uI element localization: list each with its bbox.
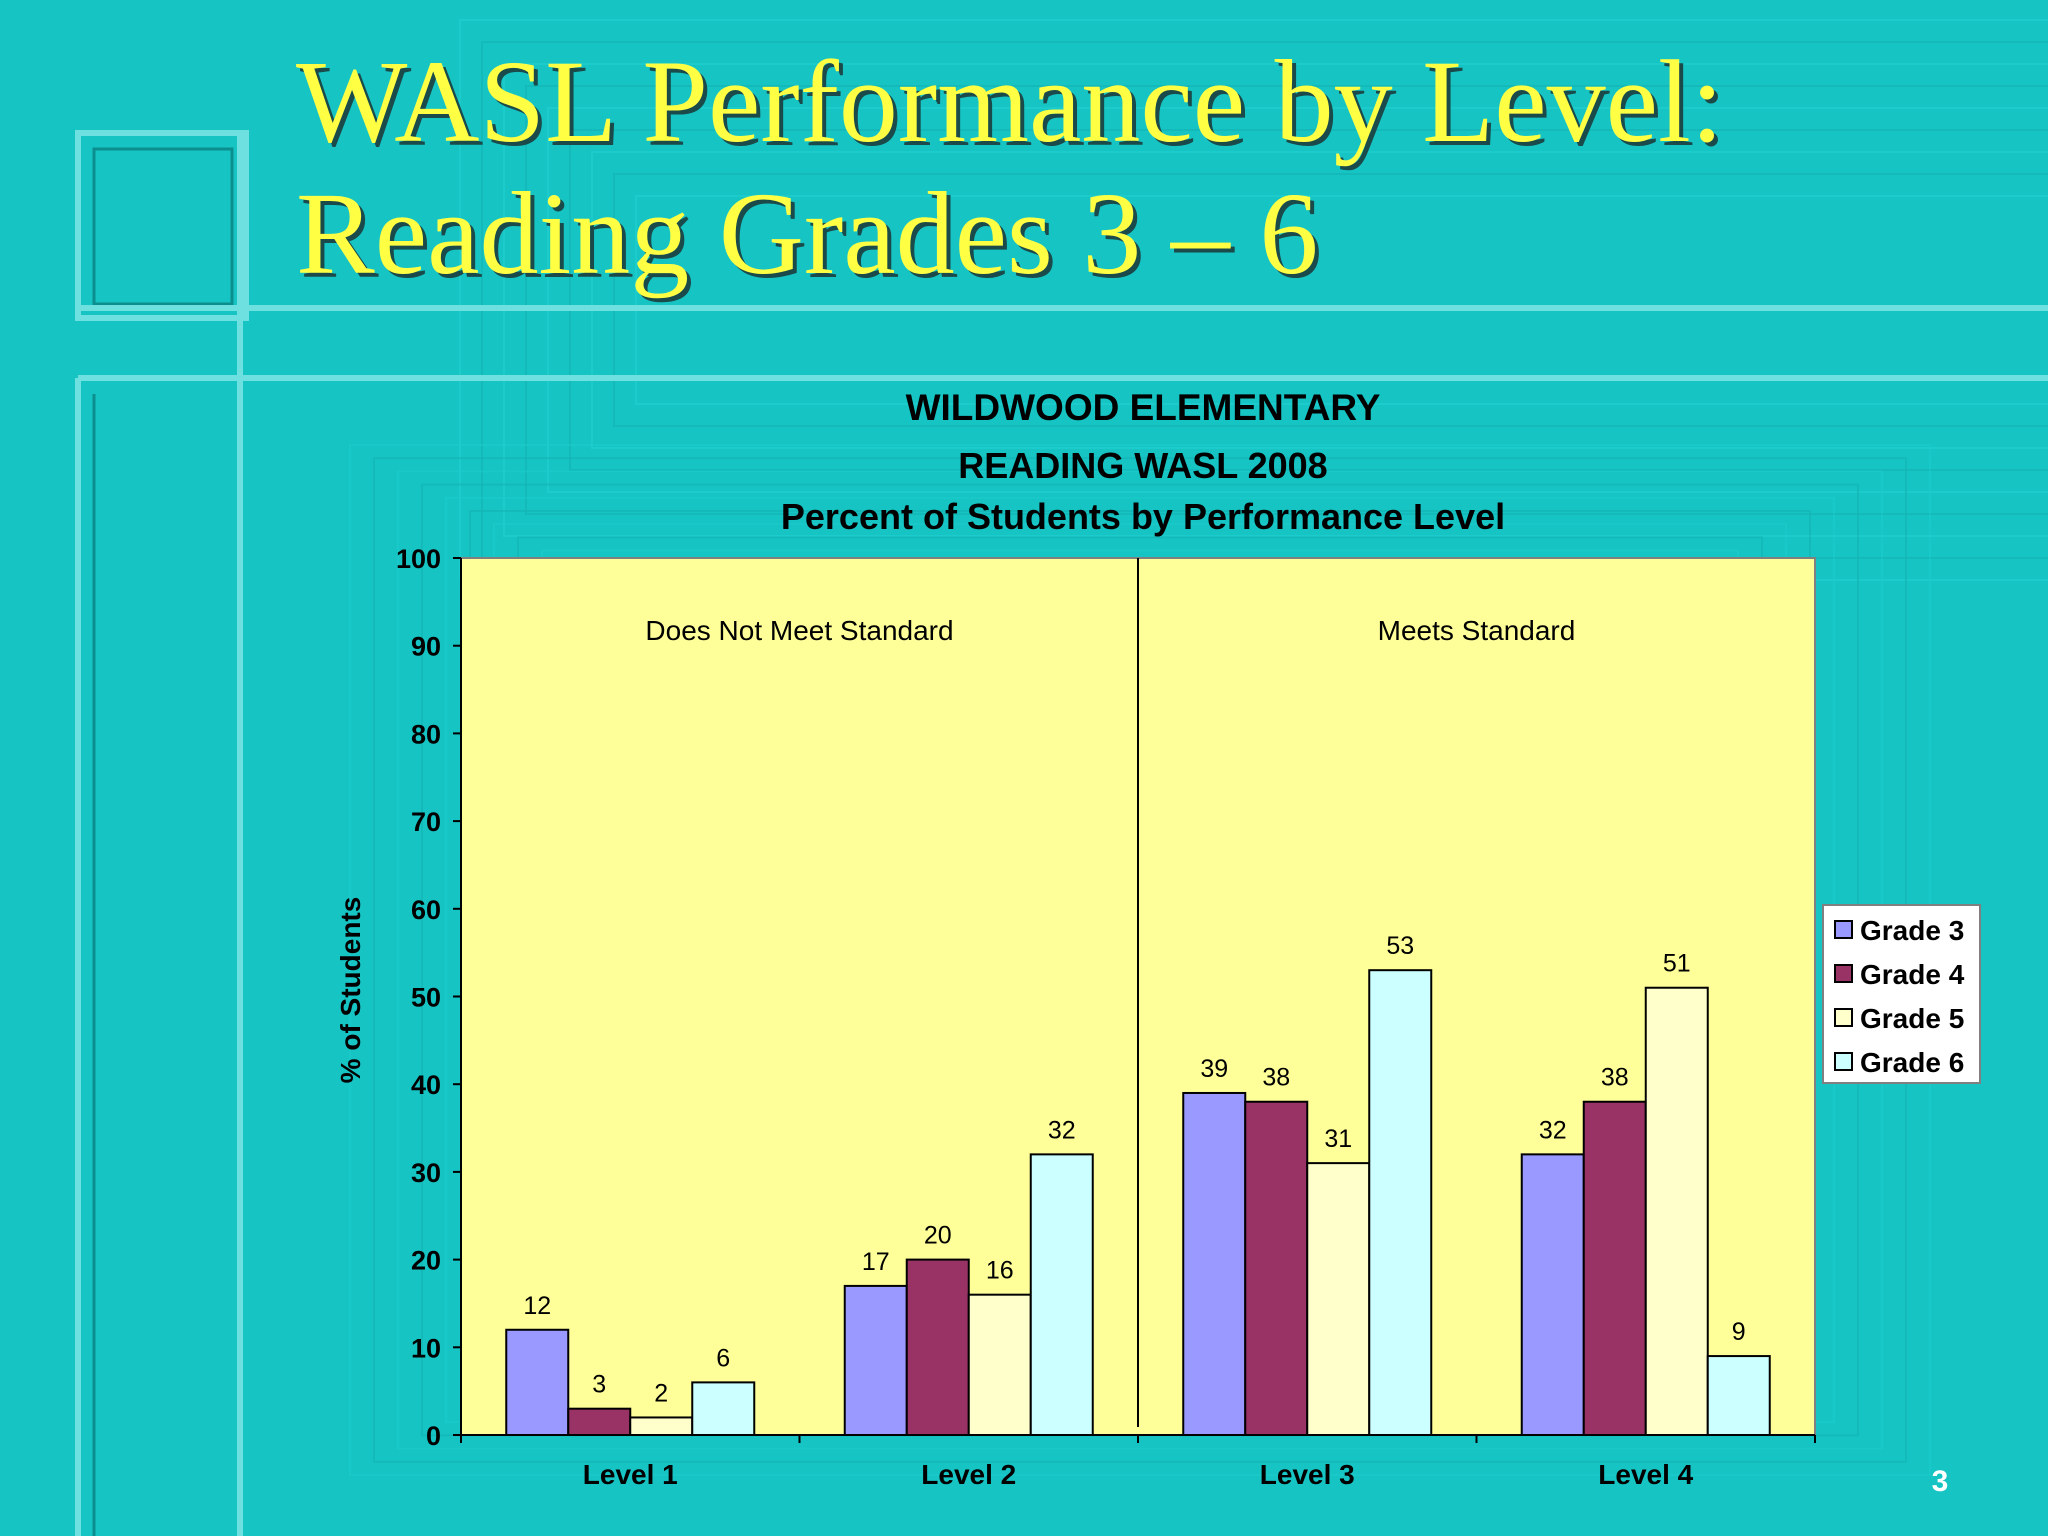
y-tick-label: 50 — [411, 983, 441, 1013]
bar-grade-6-level-3 — [1368, 969, 1433, 1436]
bar-grade-3-level-4 — [1520, 1153, 1585, 1436]
data-label: 32 — [1539, 1116, 1567, 1144]
bar-grade-4-level-1 — [567, 1407, 632, 1436]
legend-label: Grade 6 — [1860, 1047, 1964, 1078]
y-axis-label: % of Students — [335, 897, 366, 1084]
background-frame-line — [503, 63, 2048, 537]
legend-label: Grade 5 — [1860, 1003, 1964, 1034]
data-label: 53 — [1386, 932, 1414, 960]
y-tick-label: 60 — [411, 895, 441, 925]
chart-title-line-1: WILDWOOD ELEMENTARY — [906, 387, 1381, 428]
y-tick-label: 10 — [411, 1333, 441, 1363]
data-label: 3 — [592, 1371, 606, 1399]
background-frame-line — [569, 129, 2048, 471]
background-frame-line — [591, 151, 2048, 449]
legend-swatch — [1834, 1052, 1853, 1071]
y-tick-label: 30 — [411, 1158, 441, 1188]
x-tick-label: Level 2 — [921, 1459, 1016, 1490]
annotation-meets: Meets Standard — [1378, 615, 1576, 646]
data-label: 32 — [1048, 1116, 1076, 1144]
legend-swatch — [1834, 964, 1853, 983]
decorative-frame — [75, 130, 2048, 1536]
y-tick-label: 40 — [411, 1070, 441, 1100]
page-number: 3 — [1931, 1465, 1949, 1498]
y-tick-label: 0 — [426, 1421, 441, 1451]
bar-grade-4-level-4 — [1582, 1100, 1647, 1436]
x-tick-label: Level 1 — [583, 1459, 678, 1490]
bar-grade-3-level-1 — [505, 1328, 570, 1437]
bar-grade-5-level-3 — [1306, 1162, 1371, 1436]
background-frame-line — [613, 173, 2048, 427]
legend-label: Grade 3 — [1860, 915, 1964, 946]
chart-title-line-2: READING WASL 2008 — [958, 445, 1327, 486]
data-label: 38 — [1601, 1064, 1629, 1092]
data-label: 38 — [1262, 1064, 1290, 1092]
data-label: 6 — [716, 1344, 730, 1372]
slide-title: WASL Performance by Level: Reading Grade… — [296, 36, 1996, 300]
bar-grade-4-level-2 — [905, 1258, 970, 1436]
bar-grade-5-level-2 — [967, 1293, 1032, 1437]
bar-grade-4-level-3 — [1244, 1100, 1309, 1436]
data-label: 51 — [1663, 950, 1691, 978]
y-tick-label: 90 — [411, 632, 441, 662]
background-frame-line — [525, 85, 2048, 515]
background-frame-line — [635, 195, 2048, 405]
data-label: 16 — [986, 1257, 1014, 1285]
x-tick-label: Level 4 — [1598, 1459, 1693, 1490]
slide-title-line-2: Reading Grades 3 – 6 — [296, 168, 1319, 299]
bar-grade-6-level-1 — [691, 1381, 756, 1437]
y-tick-label: 20 — [411, 1246, 441, 1276]
annotation-does-not-meet: Does Not Meet Standard — [645, 615, 953, 646]
data-label: 20 — [924, 1222, 952, 1250]
legend-swatch — [1834, 920, 1853, 939]
bar-grade-5-level-4 — [1644, 986, 1709, 1436]
bar-grade-3-level-3 — [1182, 1091, 1247, 1436]
slide-title-line-1: WASL Performance by Level: — [296, 36, 1724, 167]
data-label: 9 — [1732, 1318, 1746, 1346]
x-tick-label: Level 3 — [1260, 1459, 1355, 1490]
data-label: 39 — [1200, 1055, 1228, 1083]
legend-label: Grade 4 — [1860, 959, 1965, 990]
bar-grade-5-level-1 — [629, 1416, 694, 1436]
data-label: 31 — [1324, 1125, 1352, 1153]
bar-grade-3-level-2 — [843, 1284, 908, 1437]
data-label: 12 — [523, 1292, 551, 1320]
y-tick-label: 80 — [411, 719, 441, 749]
legend-swatch — [1834, 1008, 1853, 1027]
background-frame-line — [547, 107, 2048, 493]
data-label: 17 — [862, 1248, 890, 1276]
data-label: 2 — [654, 1379, 668, 1407]
chart-title-line-3: Percent of Students by Performance Level — [781, 496, 1505, 537]
y-tick-label: 70 — [411, 807, 441, 837]
y-tick-label: 100 — [396, 544, 441, 574]
bar-grade-6-level-2 — [1029, 1153, 1094, 1436]
bar-grade-6-level-4 — [1706, 1355, 1771, 1436]
